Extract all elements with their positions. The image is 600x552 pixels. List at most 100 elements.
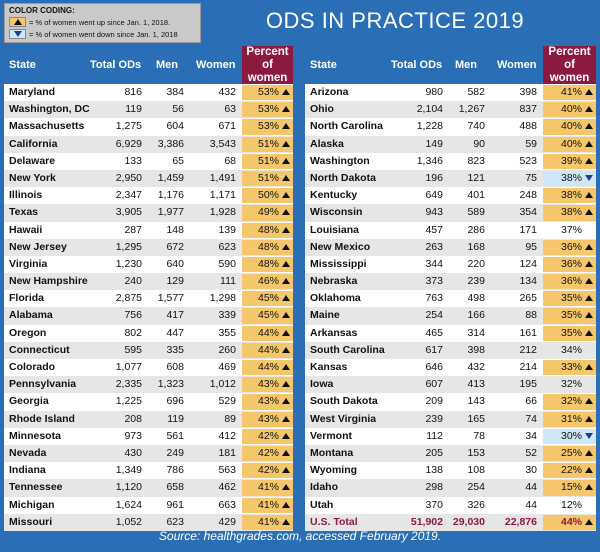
cell-women: 30 — [525, 464, 537, 477]
cell-total: 802 — [124, 326, 142, 339]
cell-state: Connecticut — [9, 343, 70, 356]
cell-women: 260 — [218, 343, 236, 356]
cell-percent-women: 25% — [543, 445, 596, 462]
cell-state: Kentucky — [310, 189, 358, 202]
cell-total: 149 — [425, 137, 443, 150]
cell-percent-women: 53% — [242, 102, 293, 118]
table-row: Virginia 1,230 640 590 48% — [4, 255, 293, 274]
cell-men: 1,459 — [157, 171, 184, 184]
cell-men: 220 — [467, 257, 485, 270]
legend-up-swatch — [9, 17, 26, 27]
table-row: North Dakota 196 121 75 38% — [305, 169, 596, 188]
table-row: Arkansas 465 314 161 35% — [305, 324, 596, 342]
cell-percent-women: 44% — [242, 342, 293, 358]
cell-state: Mississippi — [310, 257, 367, 270]
cell-state: Pennsylvania — [9, 378, 77, 391]
cell-men: 249 — [166, 446, 184, 459]
legend-down-row: = % of women went down since Jan. 1, 201… — [9, 29, 196, 39]
cell-total: 980 — [425, 86, 443, 98]
cell-total: 138 — [425, 464, 443, 477]
cell-men: 65 — [172, 154, 184, 167]
cell-women: 398 — [519, 86, 537, 98]
cell-percent-women: 39% — [543, 153, 596, 169]
up-arrow-icon — [585, 209, 593, 216]
color-legend: COLOR CODING: = % of women went up since… — [4, 3, 201, 43]
cell-percent-women: 49% — [242, 205, 293, 221]
table-row: U.S. Total 51,902 29,030 22,876 44% — [305, 513, 596, 531]
cell-men: 740 — [467, 120, 485, 133]
cell-women: 181 — [218, 446, 236, 459]
up-arrow-icon — [585, 106, 593, 113]
cell-state: Arkansas — [310, 326, 358, 339]
cell-total: 2,104 — [416, 103, 443, 116]
cell-state: Michigan — [9, 498, 55, 511]
cell-total: 133 — [124, 154, 142, 167]
cell-state: Oklahoma — [310, 292, 361, 305]
table-row: Oregon 802 447 355 44% — [4, 324, 293, 342]
up-arrow-icon — [585, 260, 593, 267]
up-arrow-icon — [282, 106, 290, 113]
table-row: Alabama 756 417 339 45% — [4, 307, 293, 325]
cell-state: South Dakota — [310, 395, 378, 408]
up-arrow-icon — [282, 432, 290, 439]
table-row: Massachusetts 1,275 604 671 53% — [4, 118, 293, 136]
table-row: Kentucky 649 401 248 38% — [305, 187, 596, 205]
legend-up-row: = % of women went up since Jan. 1, 2018. — [9, 17, 196, 27]
cell-women: 248 — [519, 189, 537, 202]
cell-percent-women: 43% — [242, 377, 293, 393]
cell-men: 1,977 — [157, 206, 184, 219]
cell-women: 195 — [519, 378, 537, 391]
cell-men: 168 — [467, 240, 485, 253]
up-arrow-icon — [282, 518, 290, 525]
cell-state: U.S. Total — [310, 515, 358, 528]
cell-percent-women: 36% — [543, 274, 596, 290]
cell-men: 672 — [166, 240, 184, 253]
cell-state: Washington — [310, 154, 370, 167]
cell-women: 111 — [220, 275, 236, 288]
cell-state: New Hampshire — [9, 275, 88, 288]
col-header-women: Women — [196, 59, 236, 71]
cell-men: 239 — [467, 275, 485, 288]
up-arrow-icon — [585, 192, 593, 199]
table-row: Washington, DC 119 56 63 53% — [4, 101, 293, 119]
cell-total: 1,349 — [115, 464, 142, 477]
cell-total: 1,624 — [115, 498, 142, 511]
cell-state: North Dakota — [310, 171, 376, 184]
cell-men: 786 — [166, 464, 184, 477]
cell-percent-women: 50% — [242, 188, 293, 204]
cell-women: 355 — [218, 326, 236, 339]
cell-percent-women: 41% — [242, 480, 293, 496]
cell-percent-women: 33% — [543, 360, 596, 376]
cell-state: Delaware — [9, 154, 56, 167]
cell-percent-women: 32% — [560, 378, 582, 391]
cell-total: 943 — [425, 206, 443, 219]
cell-state: Wisconsin — [310, 206, 363, 219]
cell-women: 134 — [519, 275, 537, 288]
up-arrow-icon — [585, 89, 593, 95]
cell-state: Nevada — [9, 446, 47, 459]
table-row: Missouri 1,052 623 429 41% — [4, 513, 293, 531]
up-arrow-icon — [282, 123, 290, 130]
cell-women: 339 — [218, 309, 236, 322]
cell-state: West Virginia — [310, 412, 377, 425]
page-title: ODS IN PRACTICE 2019 — [265, 8, 525, 33]
table-row: New Jersey 1,295 672 623 48% — [4, 238, 293, 256]
cell-percent-women: 43% — [242, 411, 293, 427]
table-row: New Hampshire 240 129 111 46% — [4, 273, 293, 291]
table-row: Tennessee 1,120 658 462 41% — [4, 479, 293, 497]
cell-women: 1,171 — [209, 189, 236, 202]
cell-total: 1,228 — [416, 120, 443, 133]
cell-state: Nebraska — [310, 275, 358, 288]
right-table-header: State Total ODs Men Women Percent of wom… — [305, 46, 596, 84]
table-row: Maryland 816 384 432 53% — [4, 84, 293, 102]
table-row: Michigan 1,624 961 663 41% — [4, 496, 293, 514]
cell-state: Maryland — [9, 86, 56, 98]
cell-men: 1,176 — [157, 189, 184, 202]
cell-state: Alaska — [310, 137, 344, 150]
up-arrow-icon — [585, 157, 593, 164]
cell-women: 563 — [218, 464, 236, 477]
cell-men: 658 — [166, 481, 184, 494]
cell-men: 384 — [166, 86, 184, 98]
cell-women: 124 — [519, 257, 537, 270]
cell-percent-women: 41% — [242, 514, 293, 530]
